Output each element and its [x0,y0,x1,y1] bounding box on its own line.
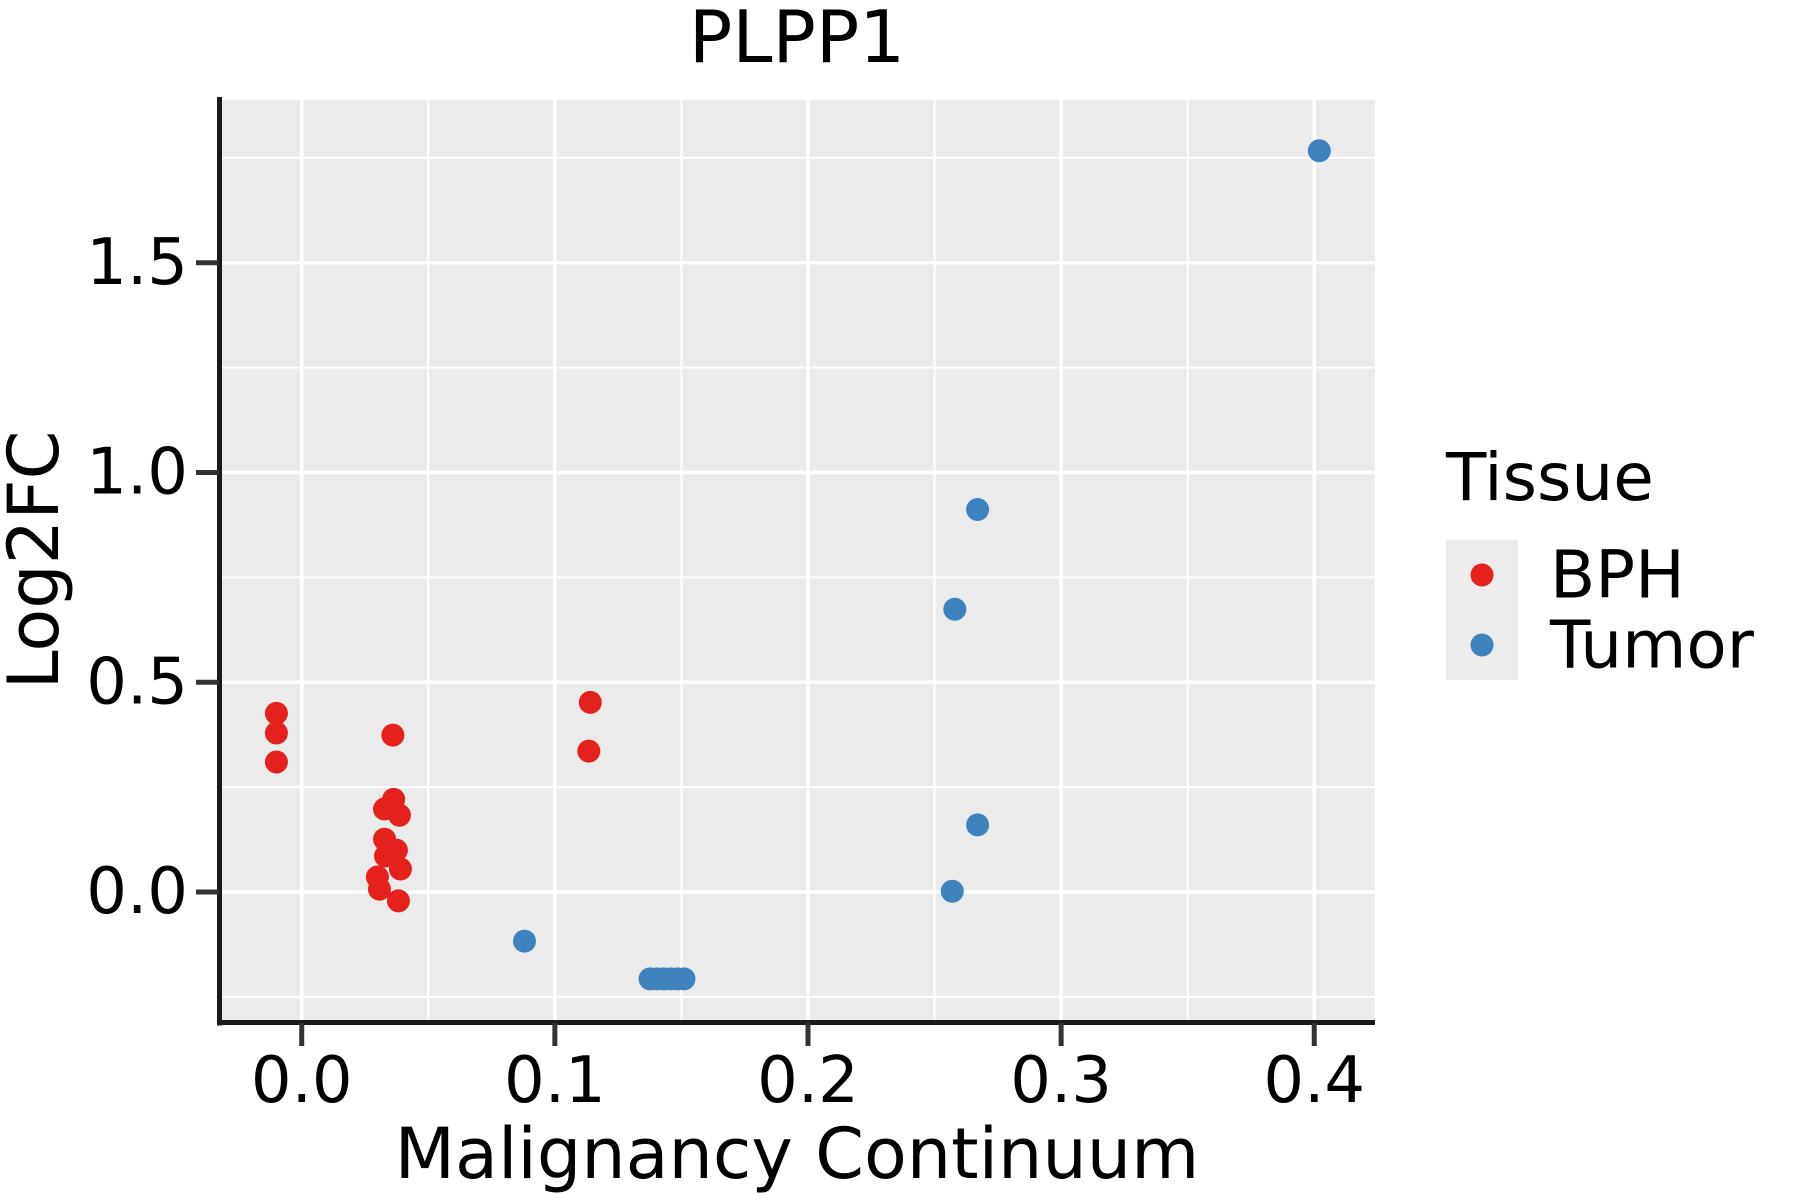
point-bph [264,701,288,725]
legend-swatch-tumor-icon [1470,633,1494,657]
point-bph [386,889,410,913]
legend-label-bph: BPH [1550,537,1685,614]
minor-gridlines [222,100,1375,1020]
point-bph [577,739,601,763]
axes [217,97,1375,1026]
legend-title: Tissue [1445,439,1654,516]
point-bph [374,844,398,868]
point-bph [264,721,288,745]
plot-title: PLPP1 [689,0,905,79]
y-tick-label: 1.0 [86,436,188,510]
point-bph [388,857,412,881]
point-tumor [672,967,696,991]
point-tumor [940,879,964,903]
point-bph [387,803,411,827]
x-tick-label: 0.4 [1263,1044,1365,1118]
point-tumor [966,497,990,521]
x-axis-title: Malignancy Continuum [395,1113,1200,1195]
legend-swatch-bph-icon [1470,563,1494,587]
tick-labels: 0.0 0.1 0.2 0.3 0.4 0.0 0.5 1.0 1.5 [86,226,1365,1118]
point-tumor [1307,139,1331,163]
point-tumor [512,929,536,953]
major-gridlines [222,100,1375,1020]
point-bph [264,750,288,774]
point-bph [381,723,405,747]
y-axis-title: Log2FC [0,431,75,690]
data-points [264,139,1331,991]
x-tick-label: 0.2 [757,1044,859,1118]
point-bph [367,877,391,901]
x-tick-label: 0.1 [504,1044,606,1118]
tick-marks [196,260,1317,1046]
y-tick-label: 0.0 [86,855,188,929]
y-tick-label: 0.5 [86,645,188,719]
plot-panel [222,100,1375,1020]
legend: Tissue BPH Tumor [1445,439,1755,684]
x-tick-label: 0.0 [251,1044,353,1118]
x-tick-label: 0.3 [1010,1044,1112,1118]
legend-label-tumor: Tumor [1549,607,1755,684]
point-tumor [943,597,967,621]
point-bph [578,690,602,714]
point-tumor [966,813,990,837]
y-tick-label: 1.5 [86,226,188,300]
